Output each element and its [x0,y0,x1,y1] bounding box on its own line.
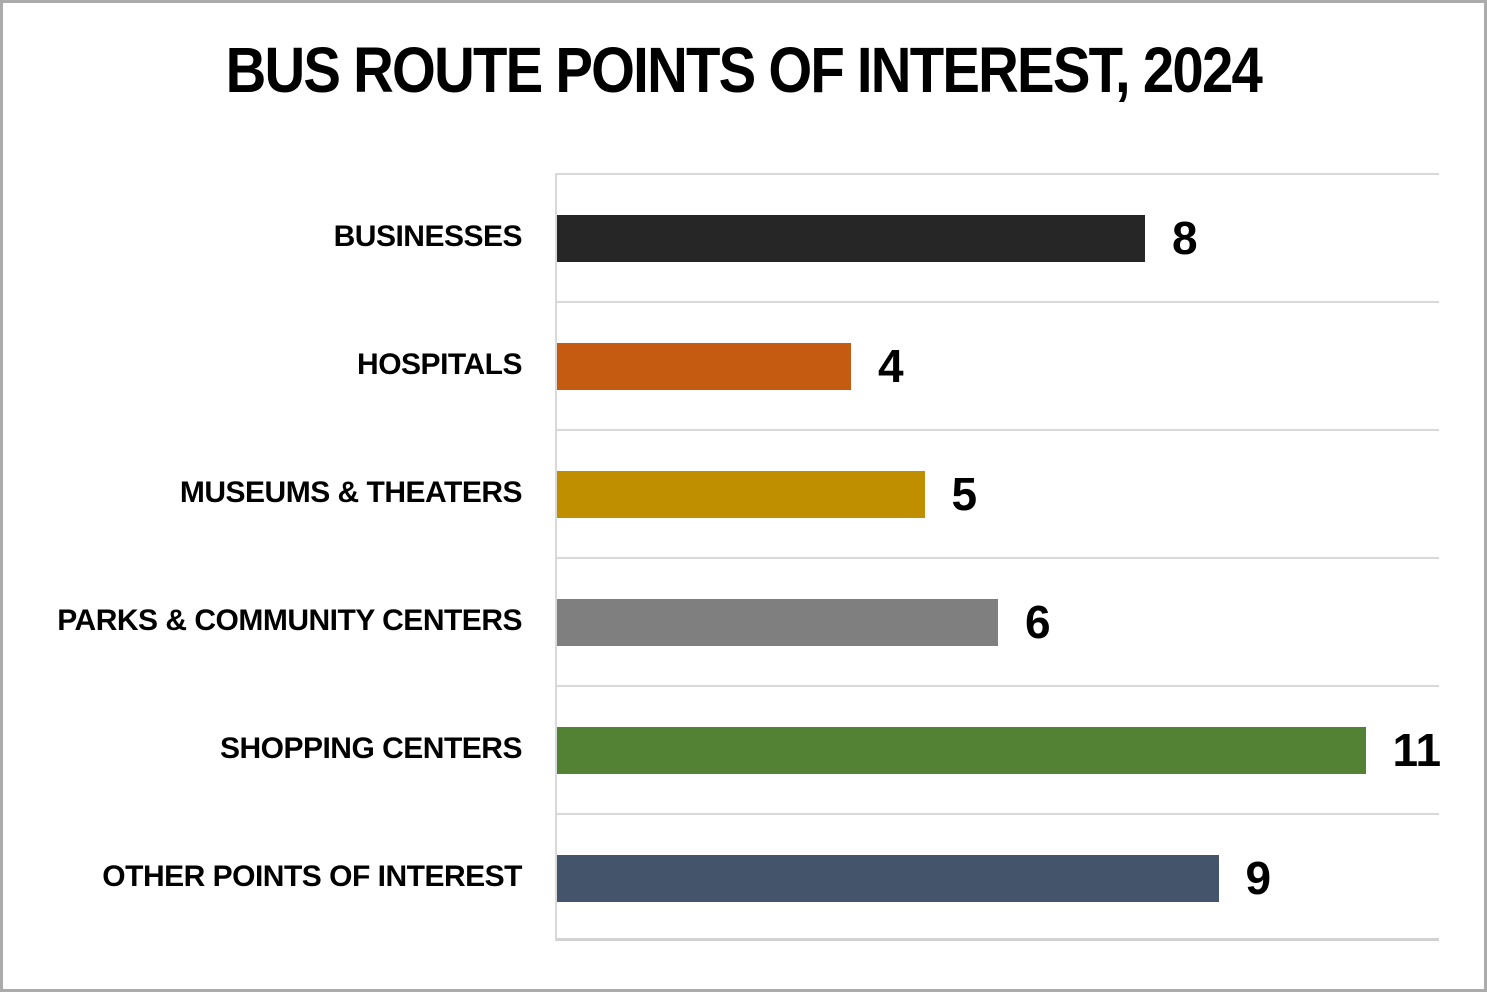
bar-museums-theaters [557,470,925,518]
category-label-shopping-centers: SHOPPING CENTERS [219,732,523,765]
chart-row-hospitals: 4 [557,301,1439,429]
value-label-museums-theaters: 5 [951,468,978,520]
category-label-hospitals: HOSPITALS [357,348,522,381]
chart-title: BUS ROUTE POINTS OF INTEREST, 2024 [225,34,1263,106]
category-label-businesses: BUSINESSES [333,220,523,253]
plot-area: 8 4 5 6 11 9 [555,173,1442,941]
category-label-parks-community-centers: PARKS & COMMUNITY CENTERS [57,604,522,637]
chart-row-other-points-of-interest: 9 [557,813,1439,941]
category-label-museums-theaters: MUSEUMS & THEATERS [179,476,523,509]
value-label-parks-community-centers: 6 [1025,596,1051,648]
value-label-other-points-of-interest: 9 [1245,852,1272,904]
chart-row-shopping-centers: 11 [557,685,1442,813]
chart-row-parks-community-centers: 6 [557,557,1439,685]
bar-shopping-centers [557,726,1366,774]
bar-hospitals [557,342,851,390]
bar-other-points-of-interest [557,854,1219,902]
bar-parks-community-centers [557,598,998,646]
bar-businesses [557,214,1145,262]
value-label-hospitals: 4 [877,340,904,392]
category-label-other-points-of-interest: OTHER POINTS OF INTEREST [102,860,522,893]
chart-row-museums-theaters: 5 [557,429,1439,557]
chart-title-container: BUS ROUTE POINTS OF INTEREST, 2024 [3,33,1484,107]
value-label-businesses: 8 [1171,212,1198,264]
category-axis: BUSINESSES HOSPITALS MUSEUMS & THEATERS … [3,173,555,941]
value-label-shopping-centers: 11 [1392,724,1442,776]
chart-row-businesses: 8 [557,173,1439,301]
